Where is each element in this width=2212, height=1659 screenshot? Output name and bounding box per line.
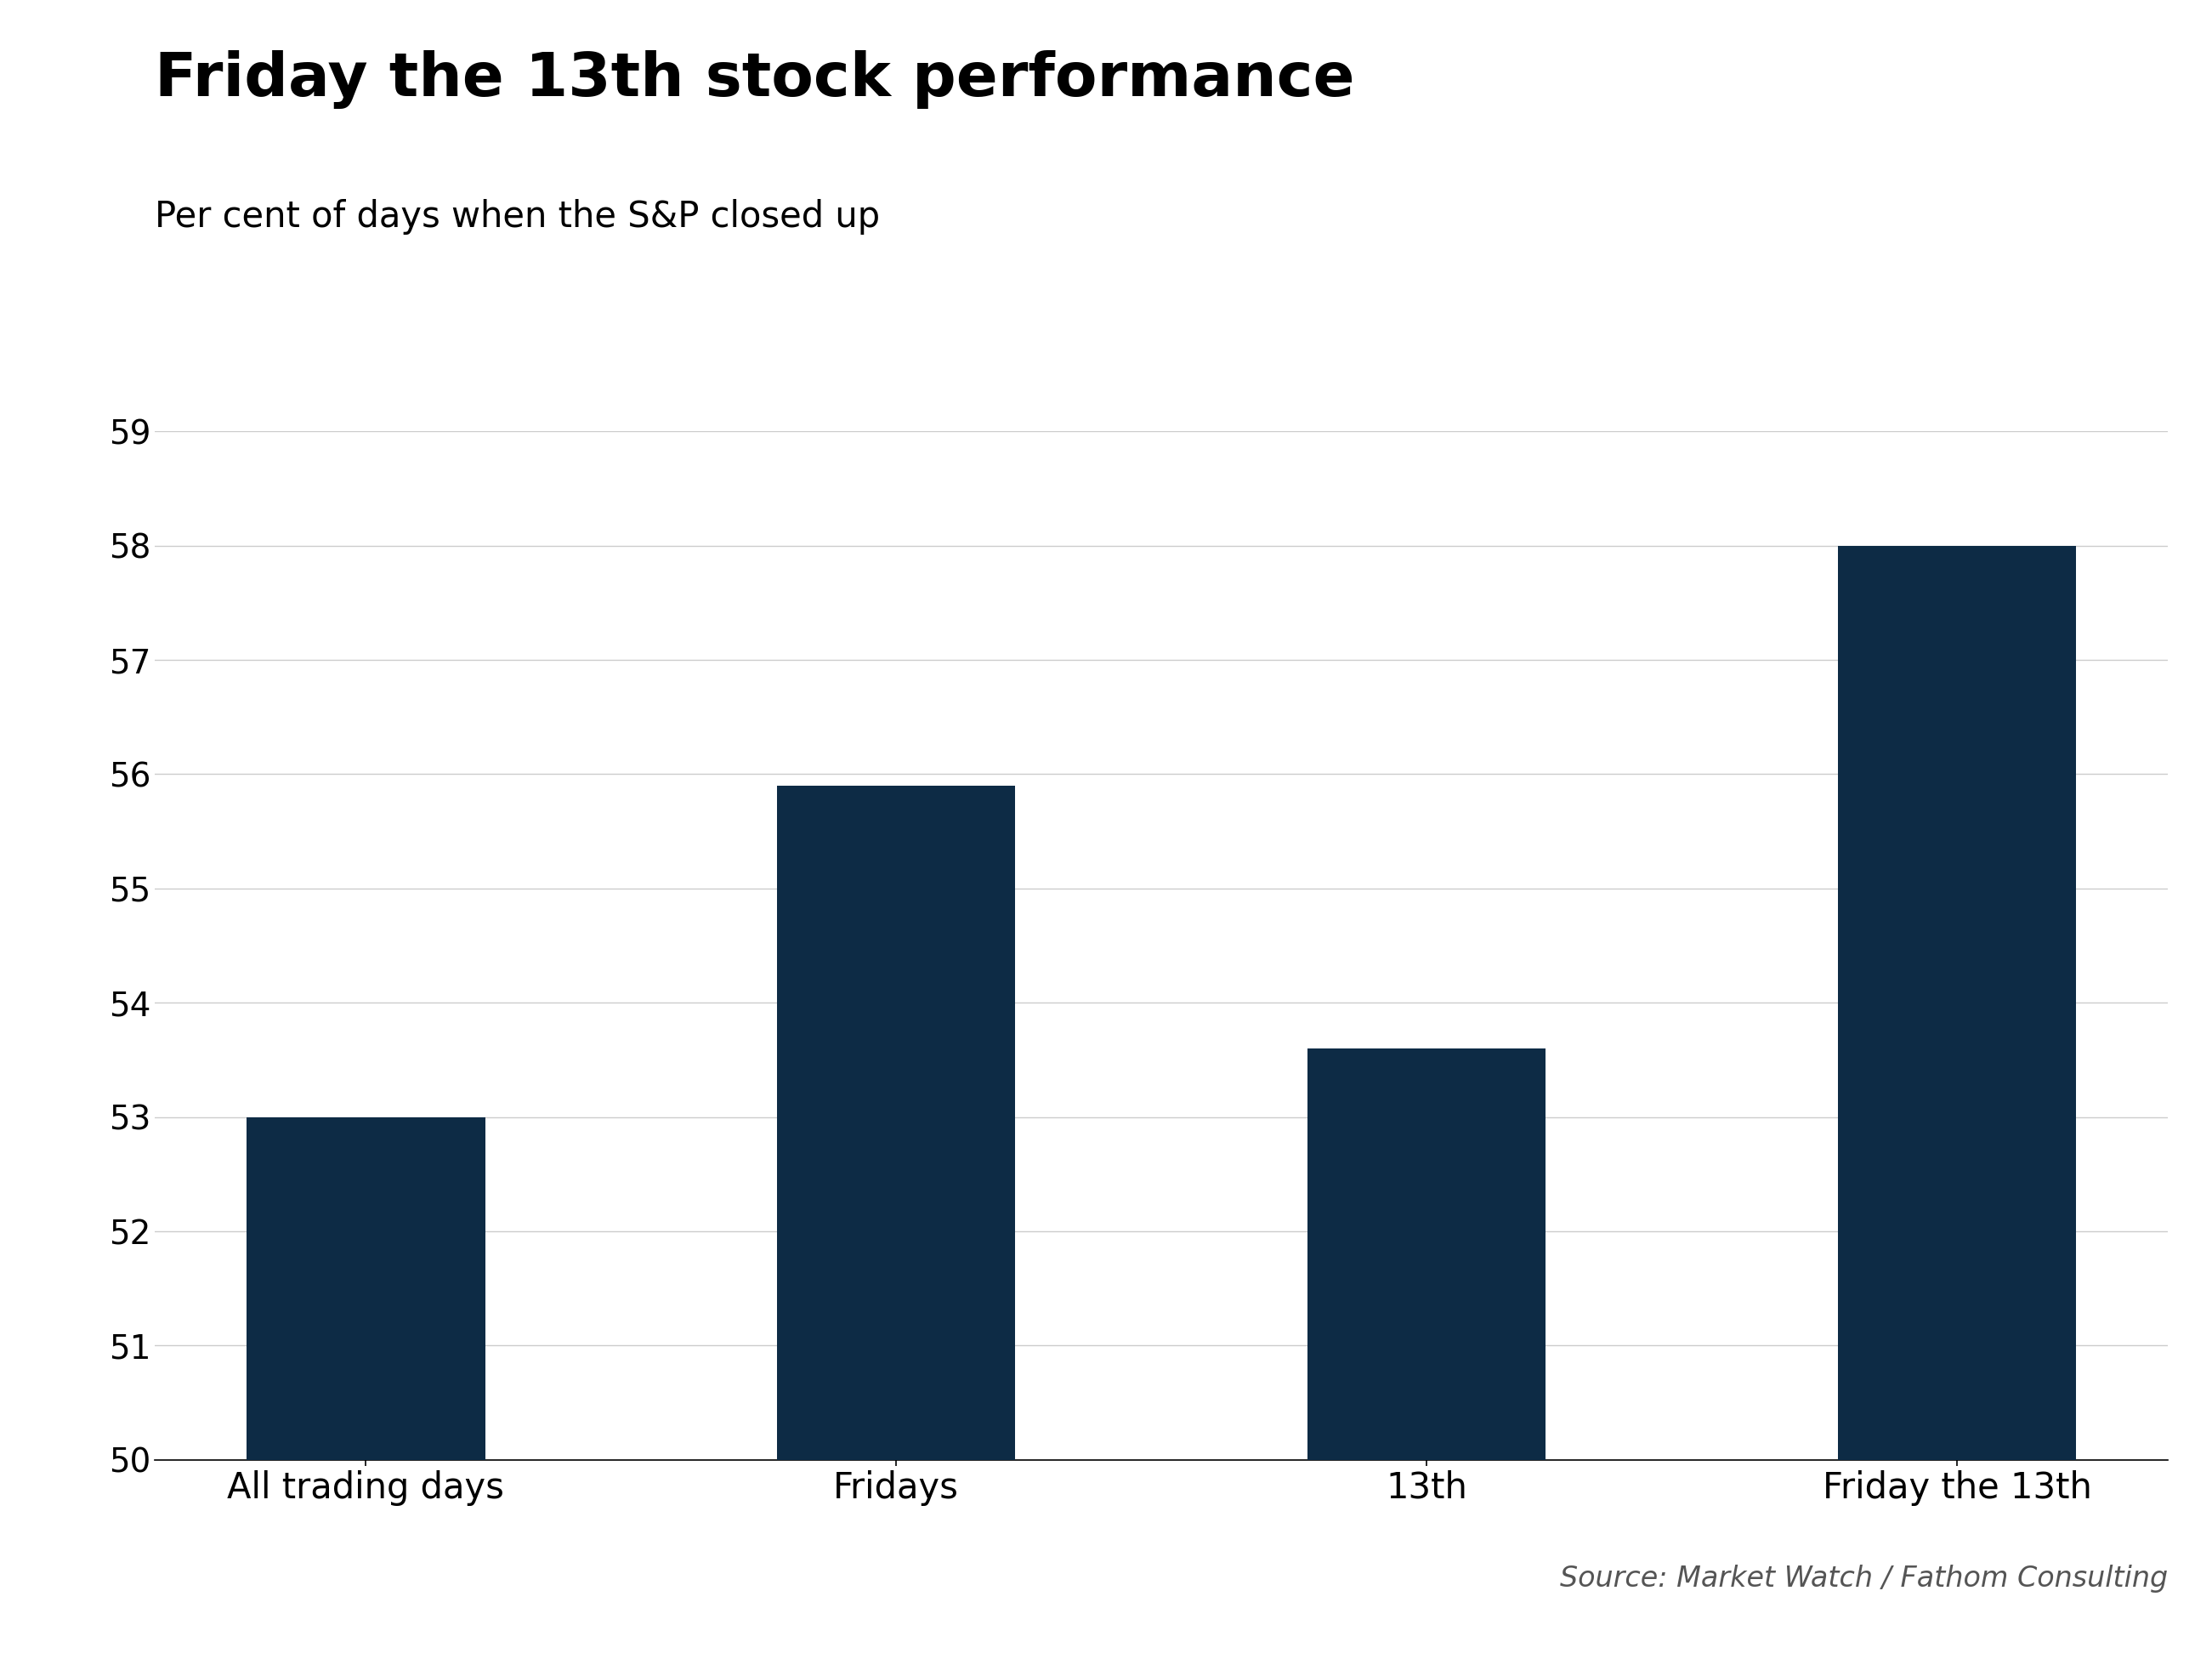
Bar [776,786,1015,1460]
Bar [246,1117,484,1460]
Text: Friday the 13th stock performance: Friday the 13th stock performance [155,50,1354,108]
Bar [1838,546,2077,1460]
Text: Source: Market Watch / Fathom Consulting: Source: Market Watch / Fathom Consulting [1559,1564,2168,1593]
Bar [1307,1048,1546,1460]
Text: Per cent of days when the S&P closed up: Per cent of days when the S&P closed up [155,199,880,236]
